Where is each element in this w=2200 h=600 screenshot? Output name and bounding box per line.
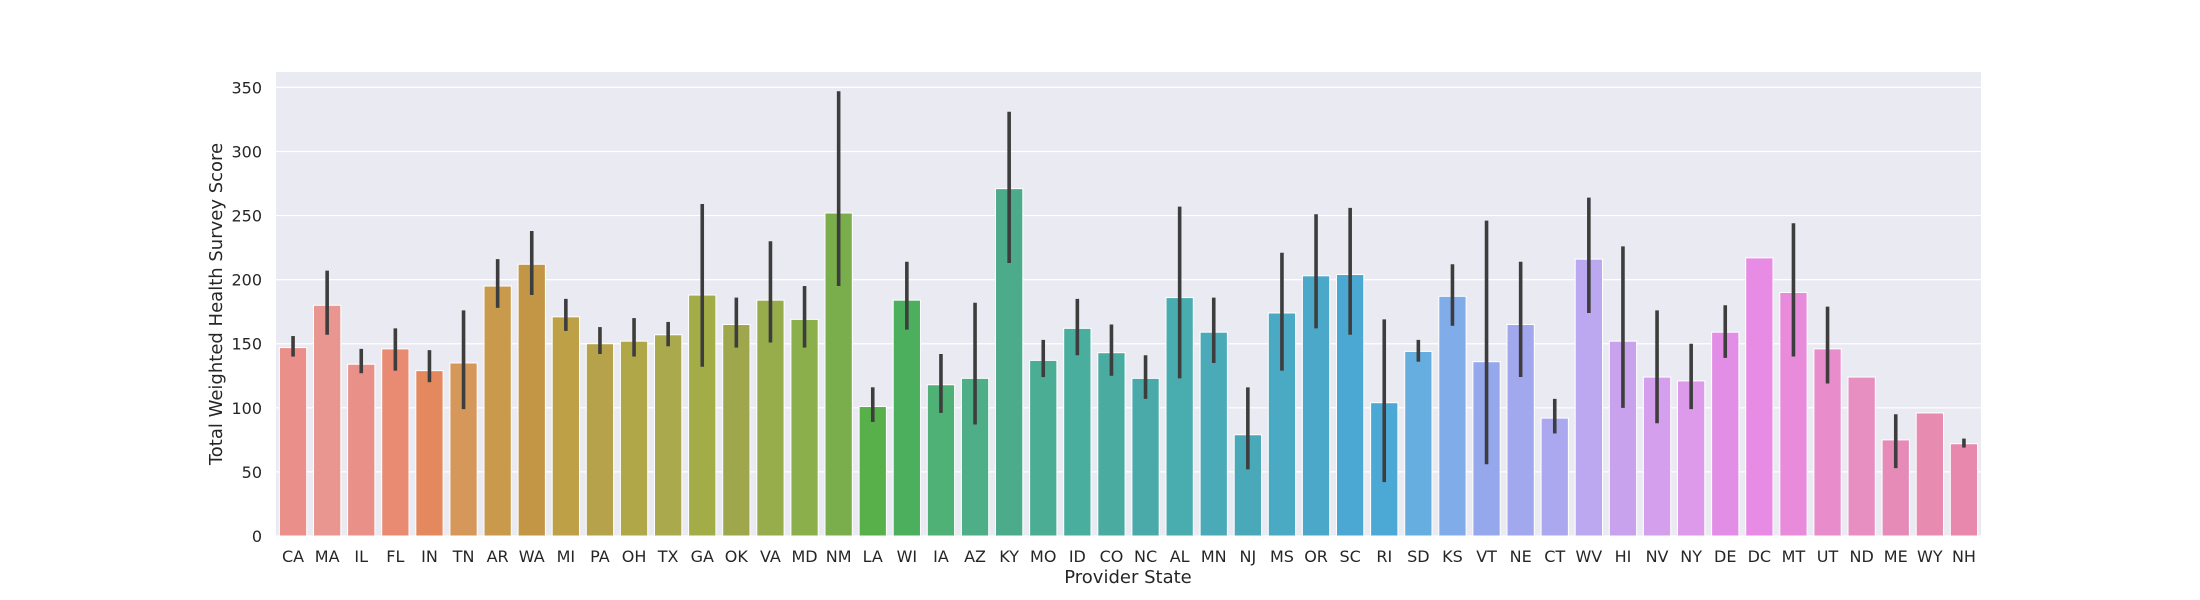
x-tick-label: MI	[557, 547, 576, 566]
x-tick-label: KS	[1442, 547, 1463, 566]
y-tick-label: 350	[231, 78, 262, 97]
y-axis-label: Total Weighted Health Survey Score	[206, 143, 227, 466]
bar-ct	[1540, 417, 1569, 537]
x-tick-label: MS	[1270, 547, 1294, 566]
x-tick-label: GA	[691, 547, 714, 566]
x-tick-label: AR	[487, 547, 509, 566]
y-tick-label: 200	[231, 271, 262, 290]
bar-fl	[381, 348, 410, 537]
x-tick-label: WY	[1917, 547, 1943, 566]
x-tick-label: NE	[1510, 547, 1532, 566]
x-tick-label: TX	[657, 547, 679, 566]
x-axis-label: Provider State	[1064, 567, 1191, 588]
x-tick-label: MO	[1030, 547, 1056, 566]
bar-in	[415, 370, 444, 537]
x-tick-label: CA	[282, 547, 304, 566]
bar-wi	[892, 299, 921, 537]
y-tick-label: 150	[231, 335, 262, 354]
x-tick-label: ND	[1850, 547, 1874, 566]
bar-de	[1711, 331, 1740, 537]
x-tick-label: NH	[1952, 547, 1976, 566]
x-tick-label: OK	[725, 547, 749, 566]
y-tick-label: 50	[242, 463, 262, 482]
bar-sd	[1404, 350, 1433, 537]
x-tick-label: MD	[791, 547, 817, 566]
x-tick-label: KY	[999, 547, 1019, 566]
x-tick-label: WV	[1575, 547, 1602, 566]
x-tick-label: NJ	[1240, 547, 1257, 566]
bar-nc	[1131, 377, 1160, 537]
x-tick-label: UT	[1817, 547, 1839, 566]
bar-ok	[722, 324, 751, 537]
bar-id	[1063, 327, 1092, 537]
x-tick-label: AZ	[964, 547, 986, 566]
bar-dc	[1745, 257, 1774, 537]
bar-ks	[1438, 295, 1467, 537]
bar-co	[1097, 352, 1126, 537]
bar-sc	[1336, 274, 1365, 537]
bar-nd	[1847, 376, 1876, 537]
x-tick-label: NM	[826, 547, 852, 566]
bar-la	[858, 406, 887, 537]
bar-tx	[654, 334, 683, 537]
bar-md	[790, 318, 819, 537]
x-tick-label: DE	[1714, 547, 1736, 566]
bar-ca	[278, 347, 308, 537]
x-tick-label: ME	[1884, 547, 1908, 566]
bar-mn	[1199, 331, 1228, 537]
x-tick-label: IA	[933, 547, 949, 566]
bar-pa	[585, 343, 615, 537]
error-bars	[291, 91, 1966, 483]
bar-il	[347, 363, 376, 537]
x-tick-label: OH	[622, 547, 647, 566]
bar-wy	[1915, 412, 1944, 537]
x-tick-label: WA	[519, 547, 545, 566]
x-tick-label: SC	[1339, 547, 1360, 566]
x-tick-label: VA	[760, 547, 781, 566]
x-tick-label: DC	[1748, 547, 1772, 566]
x-tick-label: LA	[863, 547, 883, 566]
x-tick-label: MT	[1782, 547, 1806, 566]
x-tick-label: PA	[590, 547, 610, 566]
x-tick-label: IL	[354, 547, 368, 566]
x-tick-label: WI	[897, 547, 918, 566]
x-tick-label: FL	[386, 547, 404, 566]
x-tick-label: ID	[1069, 547, 1086, 566]
bar-mo	[1029, 359, 1058, 537]
y-tick-label: 0	[252, 527, 262, 546]
y-tick-labels: 0 50 100 150 200 250 300 350	[231, 78, 262, 546]
x-tick-label: SD	[1407, 547, 1429, 566]
x-tick-labels: CA MA IL FL IN TN AR WA MI PA OH TX GA OK VA MD NM LA WI IA…	[282, 547, 1976, 566]
x-tick-label: NY	[1680, 547, 1702, 566]
x-tick-label: AL	[1170, 547, 1190, 566]
x-tick-label: NV	[1646, 547, 1669, 566]
y-tick-label: 100	[231, 399, 262, 418]
bar-ar	[483, 285, 512, 537]
x-tick-label: RI	[1376, 547, 1392, 566]
bar-mt	[1779, 291, 1808, 537]
bar-ma	[313, 304, 342, 537]
x-tick-label: MA	[315, 547, 340, 566]
bar-mi	[551, 316, 580, 537]
x-tick-label: CO	[1100, 547, 1124, 566]
bar-oh	[619, 340, 649, 537]
x-tick-label: CT	[1544, 547, 1565, 566]
x-tick-label: NC	[1134, 547, 1157, 566]
bar-wa	[517, 263, 546, 537]
x-tick-label: TN	[452, 547, 475, 566]
y-tick-label: 250	[231, 207, 262, 226]
x-tick-label: IN	[421, 547, 438, 566]
x-tick-label: MN	[1201, 547, 1227, 566]
y-tick-label: 300	[231, 142, 262, 161]
x-tick-label: OR	[1304, 547, 1328, 566]
x-tick-label: HI	[1615, 547, 1632, 566]
bar-nh	[1949, 443, 1979, 537]
x-tick-label: VT	[1476, 547, 1497, 566]
